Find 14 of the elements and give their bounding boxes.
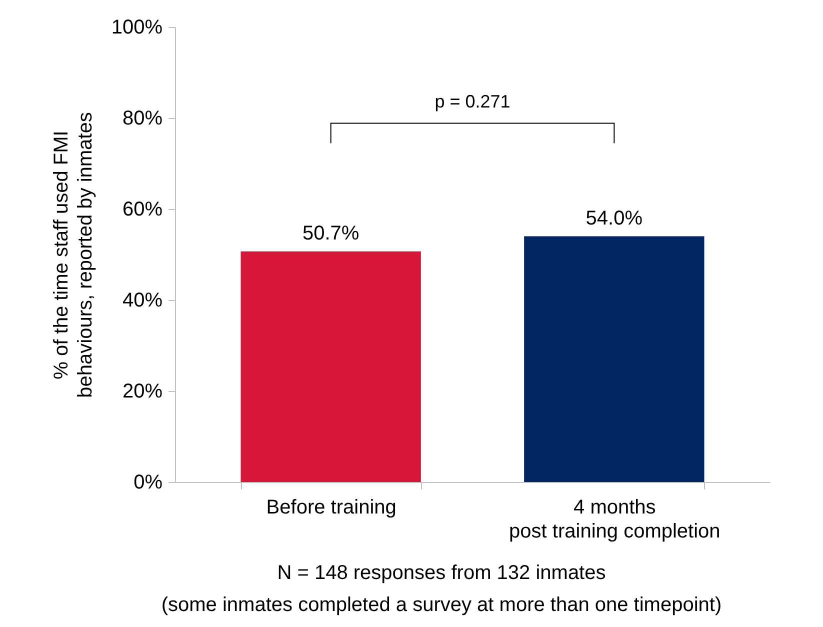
- y-tick-label: 100%: [111, 16, 163, 38]
- data-label: 50.7%: [302, 222, 360, 244]
- x-tick-label: 4 months post training completion: [509, 496, 720, 542]
- x-tick-label: Before training: [266, 496, 396, 518]
- text: (some inmates completed a survey at more than one timepoint): [160, 594, 723, 617]
- annotation: p = 0.271: [434, 91, 510, 112]
- y-tick-label: 60%: [122, 198, 163, 220]
- y-tick-label: 0%: [134, 472, 163, 494]
- y-tick-label: 80%: [122, 108, 163, 130]
- text: N = 148 responses from 132 inmates: [276, 562, 607, 585]
- y-axis-title: % of the time staff used FMI behaviours, reported by inmates: [50, 112, 96, 398]
- y-tick-label: 40%: [122, 290, 163, 312]
- y-tick-label: 20%: [122, 380, 163, 402]
- data-label: 54.0%: [586, 207, 643, 230]
